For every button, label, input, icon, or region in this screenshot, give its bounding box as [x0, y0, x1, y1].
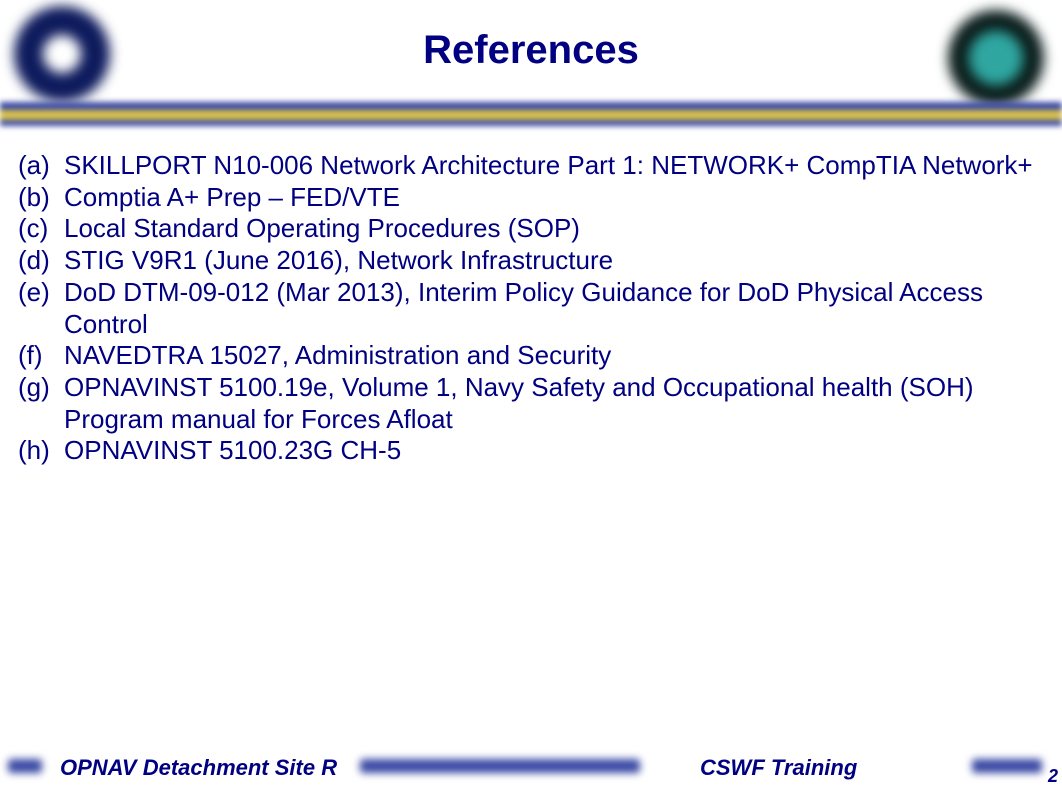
reference-text: OPNAVINST 5100.23G CH-5 — [64, 435, 1044, 467]
reference-item: (h) OPNAVINST 5100.23G CH-5 — [18, 435, 1044, 467]
reference-text: SKILLPORT N10-006 Network Architecture P… — [64, 150, 1044, 182]
reference-label: (h) — [18, 435, 64, 467]
footer-bar-middle — [360, 759, 640, 773]
reference-label: (a) — [18, 150, 64, 182]
footer-bar-right — [972, 759, 1042, 773]
header-divider — [0, 102, 1062, 130]
reference-text: Comptia A+ Prep – FED/VTE — [64, 182, 1044, 214]
reference-label: (f) — [18, 340, 64, 372]
reference-text: DoD DTM-09-012 (Mar 2013), Interim Polic… — [64, 277, 1044, 340]
footer-bar-left — [8, 759, 42, 773]
reference-label: (d) — [18, 245, 64, 277]
references-list: (a) SKILLPORT N10-006 Network Architectu… — [18, 150, 1044, 467]
reference-text: Local Standard Operating Procedures (SOP… — [64, 213, 1044, 245]
reference-label: (g) — [18, 372, 64, 435]
slide: References (a) SKILLPORT N10-006 Network… — [0, 0, 1062, 797]
reference-text: STIG V9R1 (June 2016), Network Infrastru… — [64, 245, 1044, 277]
reference-item: (g) OPNAVINST 5100.19e, Volume 1, Navy S… — [18, 372, 1044, 435]
reference-item: (d) STIG V9R1 (June 2016), Network Infra… — [18, 245, 1044, 277]
reference-item: (c) Local Standard Operating Procedures … — [18, 213, 1044, 245]
page-title: References — [0, 28, 1062, 73]
footer: OPNAV Detachment Site R CSWF Training 2 — [0, 743, 1062, 789]
reference-item: (a) SKILLPORT N10-006 Network Architectu… — [18, 150, 1044, 182]
reference-item: (f) NAVEDTRA 15027, Administration and S… — [18, 340, 1044, 372]
reference-item: (e) DoD DTM-09-012 (Mar 2013), Interim P… — [18, 277, 1044, 340]
reference-label: (c) — [18, 213, 64, 245]
reference-text: OPNAVINST 5100.19e, Volume 1, Navy Safet… — [64, 372, 1044, 435]
reference-label: (e) — [18, 277, 64, 340]
footer-left-text: OPNAV Detachment Site R — [60, 755, 337, 781]
page-number: 2 — [1048, 766, 1058, 787]
reference-item: (b) Comptia A+ Prep – FED/VTE — [18, 182, 1044, 214]
reference-label: (b) — [18, 182, 64, 214]
footer-right-text: CSWF Training — [700, 755, 857, 781]
reference-text: NAVEDTRA 15027, Administration and Secur… — [64, 340, 1044, 372]
